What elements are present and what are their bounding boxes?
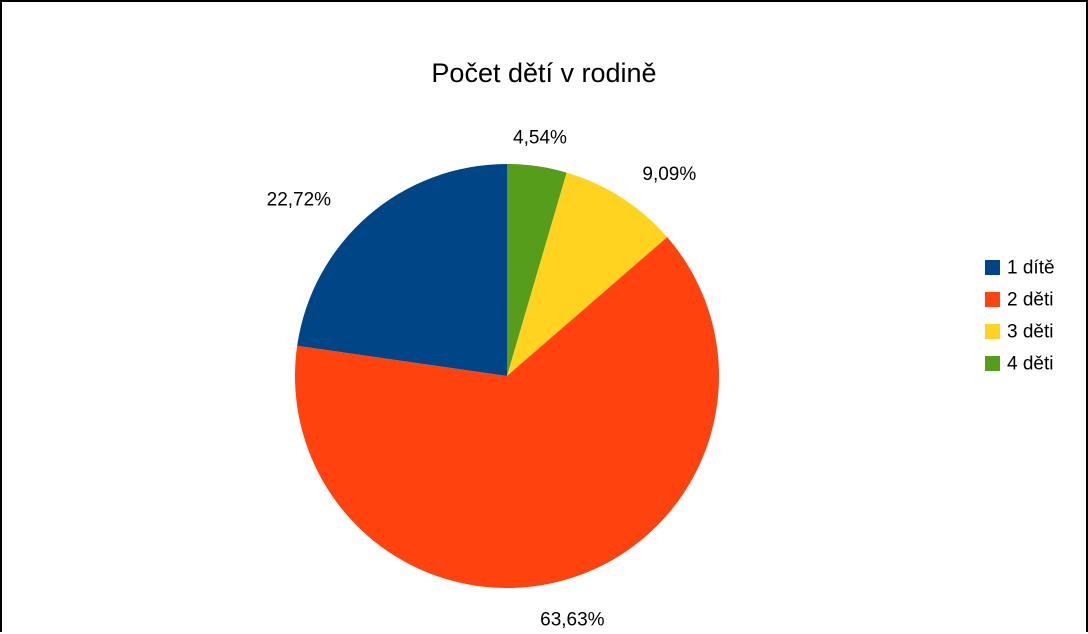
legend-swatch-1 xyxy=(985,260,1000,275)
chart-title: Počet dětí v rodině xyxy=(431,58,656,88)
legend-swatch-2 xyxy=(985,292,1000,307)
legend-label-1: 1 dítě xyxy=(1007,258,1055,279)
legend-label-2: 2 děti xyxy=(1007,290,1053,311)
data-label-1: 22,72% xyxy=(267,190,332,211)
pie-slice-3 xyxy=(507,172,668,376)
data-labels: 4,54% 9,09% 63,63% 22,72% xyxy=(267,127,697,630)
pie-slice-2 xyxy=(295,237,720,588)
legend: 1 dítě 2 děti 3 děti 4 děti xyxy=(985,258,1055,375)
pie-slice-4 xyxy=(507,164,567,376)
data-label-3: 9,09% xyxy=(642,164,696,185)
legend-label-4: 4 děti xyxy=(1007,354,1053,375)
data-label-2: 63,63% xyxy=(540,610,605,631)
legend-label-3: 3 děti xyxy=(1007,322,1053,343)
pie-slices xyxy=(295,164,720,588)
legend-swatch-4 xyxy=(985,356,1000,371)
data-label-4: 4,54% xyxy=(513,127,567,148)
legend-swatch-3 xyxy=(985,324,1000,339)
pie-slice-1 xyxy=(297,164,507,376)
